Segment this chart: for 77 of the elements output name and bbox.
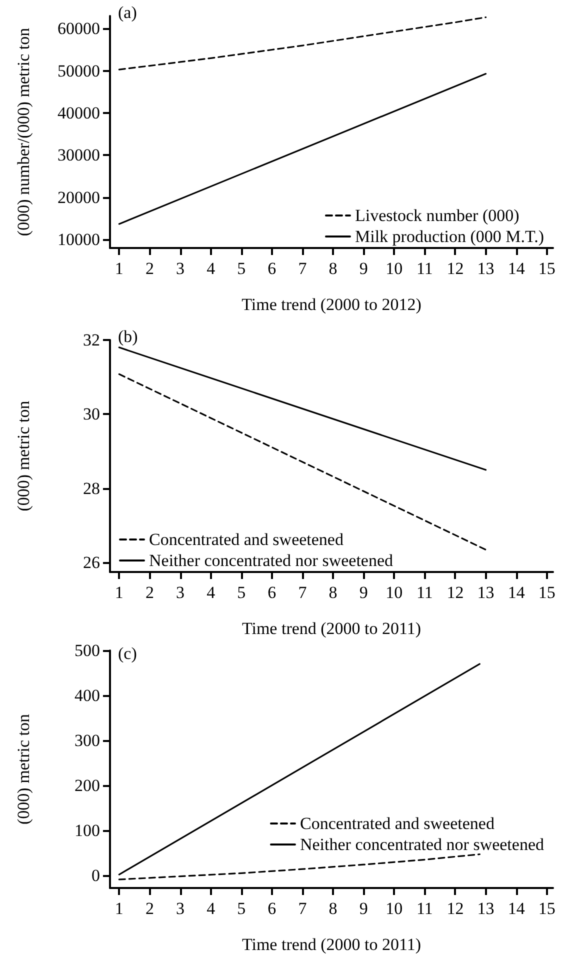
x-tick-label: 7 [298, 899, 308, 918]
x-tick-label: 15 [538, 899, 556, 918]
y-axis-title: (000) metric ton [14, 400, 33, 512]
y-tick-label: 50000 [58, 61, 100, 80]
x-tick-label: 7 [298, 583, 308, 602]
legend-label: Neither concentrated nor sweetened [149, 551, 394, 570]
x-tick-label: 6 [268, 259, 276, 278]
x-tick-label: 15 [538, 583, 556, 602]
x-tick-label: 1 [114, 259, 124, 278]
x-tick-label: 6 [268, 583, 276, 602]
x-tick-label: 14 [508, 583, 526, 602]
x-tick-label: 14 [508, 259, 526, 278]
x-tick-label: 2 [145, 899, 154, 918]
x-tick-label: 2 [145, 259, 154, 278]
x-tick-label: 15 [538, 259, 556, 278]
y-axis-title: (000) metric ton [14, 714, 33, 824]
x-tick-label: 3 [176, 583, 185, 602]
y-tick-label: 30 [83, 404, 100, 424]
x-tick-label: 13 [477, 899, 494, 918]
y-axis-title: (000) number/(000) metric ton [14, 27, 33, 236]
x-tick-label: 10 [386, 899, 403, 918]
x-tick-label: 9 [359, 899, 368, 918]
annotation: (b) [118, 327, 138, 346]
legend-label: Neither concentrated nor sweetened [300, 835, 544, 854]
x-axis-title: Time trend (2000 to 2011) [242, 935, 422, 954]
x-tick-label: 1 [114, 899, 124, 918]
x-axis-title: Time trend (2000 to 2011) [242, 619, 422, 638]
x-tick-label: 13 [477, 259, 494, 278]
x-tick-label: 12 [446, 259, 464, 278]
x-tick-label: 3 [176, 259, 185, 278]
legend-label: Concentrated and sweetened [300, 814, 495, 833]
x-tick-label: 9 [359, 583, 368, 602]
y-tick-label: 28 [83, 478, 100, 498]
legend-label: Concentrated and sweetened [149, 530, 344, 549]
x-tick-label: 6 [268, 899, 276, 918]
x-tick-label: 5 [237, 259, 246, 278]
x-tick-label: 5 [237, 583, 246, 602]
y-tick-label: 500 [74, 641, 100, 660]
x-tick-label: 5 [237, 899, 246, 918]
legend-label: Milk production (000 M.T.) [354, 227, 544, 246]
x-tick-label: 7 [298, 259, 308, 278]
x-tick-label: 4 [206, 259, 216, 278]
y-tick-label: 40000 [58, 104, 100, 123]
y-tick-label: 30000 [58, 146, 100, 165]
annotation: (a) [118, 3, 137, 22]
x-tick-label: 13 [477, 583, 494, 602]
x-tick-label: 10 [386, 259, 403, 278]
x-tick-label: 8 [328, 899, 338, 918]
y-tick-label: 26 [83, 553, 100, 572]
y-tick-label: 32 [83, 330, 100, 350]
line-series [118, 853, 480, 880]
x-axis-title: Time trend (2000 to 2012) [242, 295, 422, 314]
y-tick-label: 100 [74, 820, 100, 840]
x-tick-label: 8 [328, 259, 338, 278]
x-tick-label: 14 [508, 899, 526, 918]
x-tick-label: 10 [386, 583, 403, 602]
x-tick-label: 4 [206, 899, 216, 918]
legend-label: Livestock number (000) [354, 206, 520, 225]
x-tick-label: 11 [416, 259, 433, 278]
x-tick-label: 8 [328, 583, 338, 602]
y-tick-label: 300 [74, 730, 100, 750]
y-tick-label: 400 [74, 686, 100, 705]
y-tick-label: 60000 [58, 19, 100, 38]
y-tick-label: 200 [74, 776, 100, 795]
x-tick-label: 2 [145, 583, 154, 602]
y-tick-label: 20000 [58, 188, 100, 207]
y-tick-label: 10000 [58, 230, 100, 250]
x-tick-label: 3 [176, 899, 185, 918]
x-tick-label: 9 [359, 259, 368, 278]
x-tick-label: 11 [416, 899, 433, 918]
x-tick-label: 4 [206, 583, 216, 602]
y-tick-label: 0 [92, 866, 100, 885]
x-tick-label: 12 [446, 583, 464, 602]
annotation: (c) [118, 644, 137, 663]
x-tick-label: 1 [114, 583, 124, 602]
x-tick-label: 12 [446, 899, 464, 918]
x-tick-label: 11 [416, 583, 433, 602]
